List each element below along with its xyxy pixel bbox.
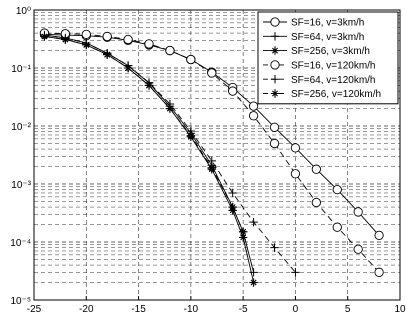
data-point-circle: [353, 244, 363, 254]
legend-label: SF=16, v=120km/h: [291, 61, 376, 72]
data-point-circle: [207, 68, 217, 78]
data-point-star: [82, 40, 91, 50]
data-point-star: [238, 227, 248, 236]
data-point-star: [207, 163, 216, 173]
data-point-circle: [270, 60, 280, 70]
data-point-star: [249, 278, 258, 287]
series-4: [39, 28, 384, 277]
data-point-circle: [186, 54, 196, 65]
data-point-star: [40, 32, 49, 41]
data-point-circle: [165, 45, 175, 56]
x-tick-label: 0: [293, 304, 299, 315]
data-point-star: [165, 104, 175, 113]
data-point-plus: [291, 268, 300, 277]
data-point-circle: [311, 164, 321, 174]
data-point-circle: [269, 138, 280, 149]
x-tick-label: 5: [345, 304, 351, 315]
data-point-circle: [332, 184, 342, 195]
y-tick-label: 10⁻³: [11, 180, 31, 191]
data-point-plus: [249, 217, 258, 227]
data-point-circle: [270, 17, 280, 27]
data-point-circle: [269, 122, 280, 132]
x-tick-label: -15: [131, 304, 146, 315]
data-point-circle: [290, 143, 301, 153]
legend-entry: SF=256, v=120km/h: [263, 89, 381, 100]
data-point-star: [228, 202, 237, 212]
y-tick-label: 10⁻⁴: [10, 238, 31, 249]
series-layer: [39, 28, 384, 287]
data-point-star: [123, 63, 133, 73]
y-tick-label: 10⁰: [16, 6, 31, 17]
series-line: [44, 35, 255, 283]
data-point-star: [238, 233, 248, 242]
legend-entry: SF=256, v=3km/h: [263, 46, 370, 57]
legend-label: SF=256, v=120km/h: [291, 89, 381, 100]
series-line: [44, 35, 244, 232]
legend-entry: SF=64, v=3km/h: [263, 32, 364, 43]
data-point-plus: [270, 75, 280, 84]
data-point-circle: [353, 207, 363, 217]
data-point-circle: [290, 169, 301, 179]
data-point-star: [103, 50, 112, 59]
data-point-circle: [248, 101, 259, 111]
data-point-circle: [374, 267, 384, 277]
data-point-star: [270, 89, 280, 98]
legend-label: SF=64, v=3km/h: [291, 32, 364, 43]
y-tick-label: 10⁻¹: [11, 64, 31, 75]
plot-frame: [33, 9, 401, 301]
data-point-star: [186, 131, 196, 140]
legend-label: SF=64, v=120km/h: [291, 75, 376, 86]
data-point-circle: [102, 31, 112, 42]
data-point-plus: [270, 243, 279, 252]
legend: SF=16, v=3km/h SF=64, v=3km/h SF=256, v=3k…: [257, 11, 399, 105]
x-tick-label: 10: [394, 304, 406, 315]
data-point-circle: [123, 34, 133, 45]
data-point-star: [144, 81, 154, 90]
data-point-circle: [81, 29, 91, 40]
legend-entry: SF=16, v=3km/h: [263, 17, 364, 29]
legend-label: SF=16, v=3km/h: [291, 18, 364, 29]
y-tick-label: 10⁻²: [11, 122, 31, 133]
legend-entry: SF=64, v=120km/h: [263, 75, 376, 86]
legend-box: [257, 11, 399, 105]
x-tick-label: -10: [184, 304, 199, 315]
x-tick-label: -25: [27, 304, 42, 315]
x-tick-label: -5: [239, 304, 248, 315]
data-point-plus: [228, 188, 237, 198]
data-point-plus: [270, 32, 280, 41]
data-point-circle: [248, 111, 259, 121]
data-point-circle: [374, 230, 384, 241]
axis-ticks: -25 -20 -15 -10 -5 0 5 10 10⁰ 10⁻¹ 10⁻² 10⁻³ 10⁻⁴ 10⁻…: [10, 6, 406, 315]
legend-label: SF=256, v=3km/h: [291, 46, 370, 57]
legend-entry: SF=16, v=120km/h: [263, 60, 376, 72]
series-6: [40, 32, 248, 236]
data-point-circle: [228, 86, 238, 96]
x-tick-label: -20: [79, 304, 94, 315]
y-tick-label: 10⁻⁵: [10, 296, 31, 307]
data-point-circle: [332, 222, 342, 232]
data-point-circle: [144, 39, 154, 49]
data-point-star: [61, 35, 70, 44]
data-point-star: [270, 46, 280, 55]
data-point-circle: [311, 197, 321, 208]
